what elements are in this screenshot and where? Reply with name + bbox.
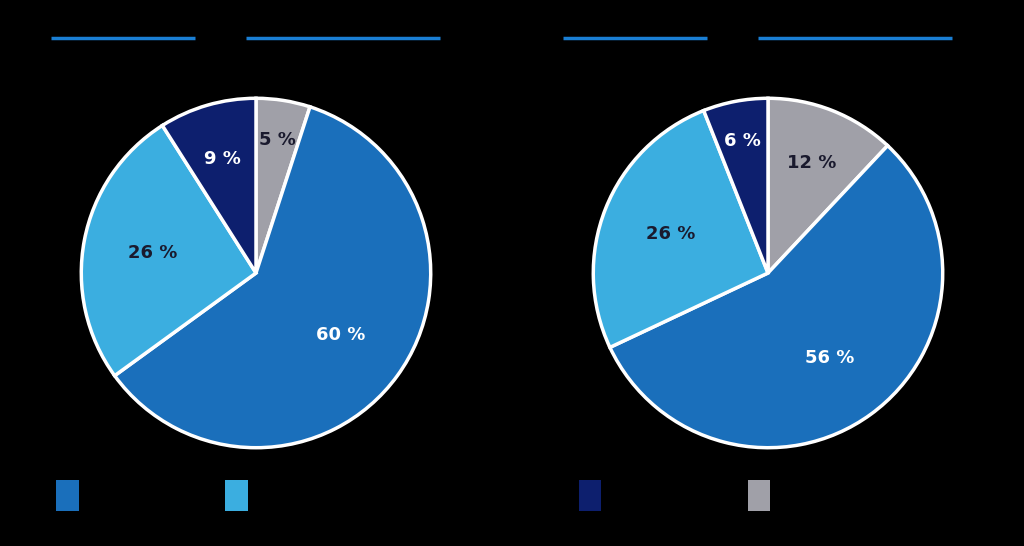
Text: 12 %: 12 % [787,153,837,171]
Text: 26 %: 26 % [646,225,695,244]
Wedge shape [593,110,768,347]
Wedge shape [610,146,943,448]
Wedge shape [256,98,310,273]
Text: 56 %: 56 % [805,349,854,367]
Wedge shape [163,98,256,273]
Wedge shape [115,107,431,448]
Text: 26 %: 26 % [128,245,178,263]
Text: 5 %: 5 % [259,131,296,149]
Text: 9 %: 9 % [205,150,242,168]
Wedge shape [768,98,888,273]
Wedge shape [703,98,768,273]
Text: 60 %: 60 % [316,325,366,343]
Wedge shape [81,126,256,376]
Text: 6 %: 6 % [724,132,761,150]
